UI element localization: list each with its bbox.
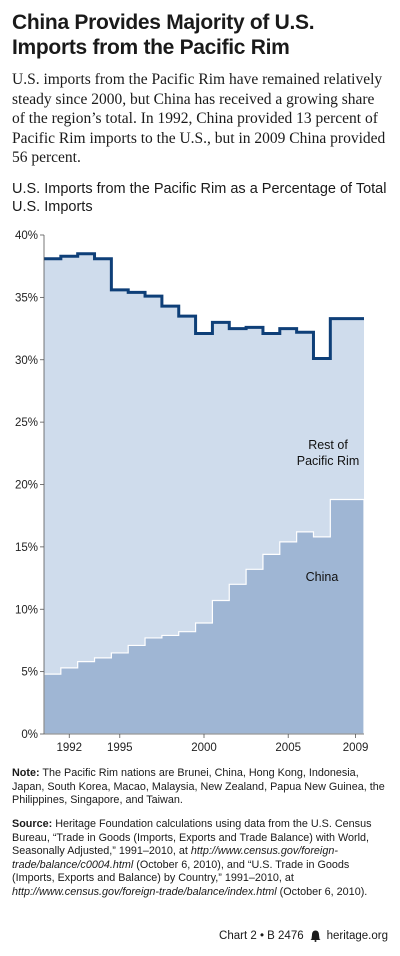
footer-site[interactable]: heritage.org [326, 930, 388, 942]
x-tick-label: 1992 [56, 742, 82, 754]
footer-chart-ref: Chart 2 • B 2476 [219, 930, 304, 942]
source-text-2: (October 6, 2010), and “U.S. Trade in Go… [12, 858, 350, 885]
source-text-3: (October 6, 2010). [276, 885, 368, 898]
x-tick-label: 2005 [275, 742, 301, 754]
chart: 0% 5% 10% 15% 20% 25% 30% 35% 40% 1992 1995 2000 200… [15, 230, 369, 754]
y-tick-label: 20% [15, 480, 38, 492]
china-area [43, 498, 365, 735]
y-tick-label: 15% [15, 542, 38, 554]
x-tick-label: 2009 [343, 742, 369, 754]
y-tick-label: 25% [15, 417, 38, 429]
note: Note: The Pacific Rim nations are Brunei… [12, 767, 392, 808]
source-text-1: Heritage Foundation calculations using d… [12, 818, 372, 858]
y-tick-label: 40% [15, 230, 38, 242]
note-label: Note: [12, 767, 40, 779]
page-title: China Provides Majority of U.S. Imports … [12, 11, 315, 59]
y-tick-label: 5% [21, 667, 38, 679]
source: Source: Heritage Foundation calculations… [12, 818, 392, 900]
chart-title: U.S. Imports from the Pacific Rim as a P… [12, 181, 387, 215]
footer: Chart 2 • B 2476 heritage.org [219, 930, 388, 942]
x-tick-label: 2000 [191, 742, 217, 754]
liberty-bell-icon [310, 930, 321, 942]
intro-text: U.S. imports from the Pacific Rim have r… [12, 71, 386, 166]
rest-label-line2: Pacific Rim [297, 454, 360, 468]
x-tick-label: 1995 [107, 742, 133, 754]
rest-label-line1: Rest of [308, 438, 348, 452]
source-url-2[interactable]: http://www.census.gov/foreign-trade/bala… [12, 885, 277, 898]
y-tick-label: 10% [15, 604, 38, 616]
china-label: China [306, 570, 339, 584]
rest-line [44, 252, 364, 361]
y-tick-label: 0% [21, 729, 38, 741]
y-tick-label: 35% [15, 292, 38, 304]
source-url-1[interactable]: http://www.census.gov/foreign-trade/bala… [12, 845, 338, 871]
source-label: Source: [12, 818, 53, 830]
note-text: The Pacific Rim nations are Brunei, Chin… [12, 767, 385, 807]
y-tick-label: 30% [15, 355, 38, 367]
